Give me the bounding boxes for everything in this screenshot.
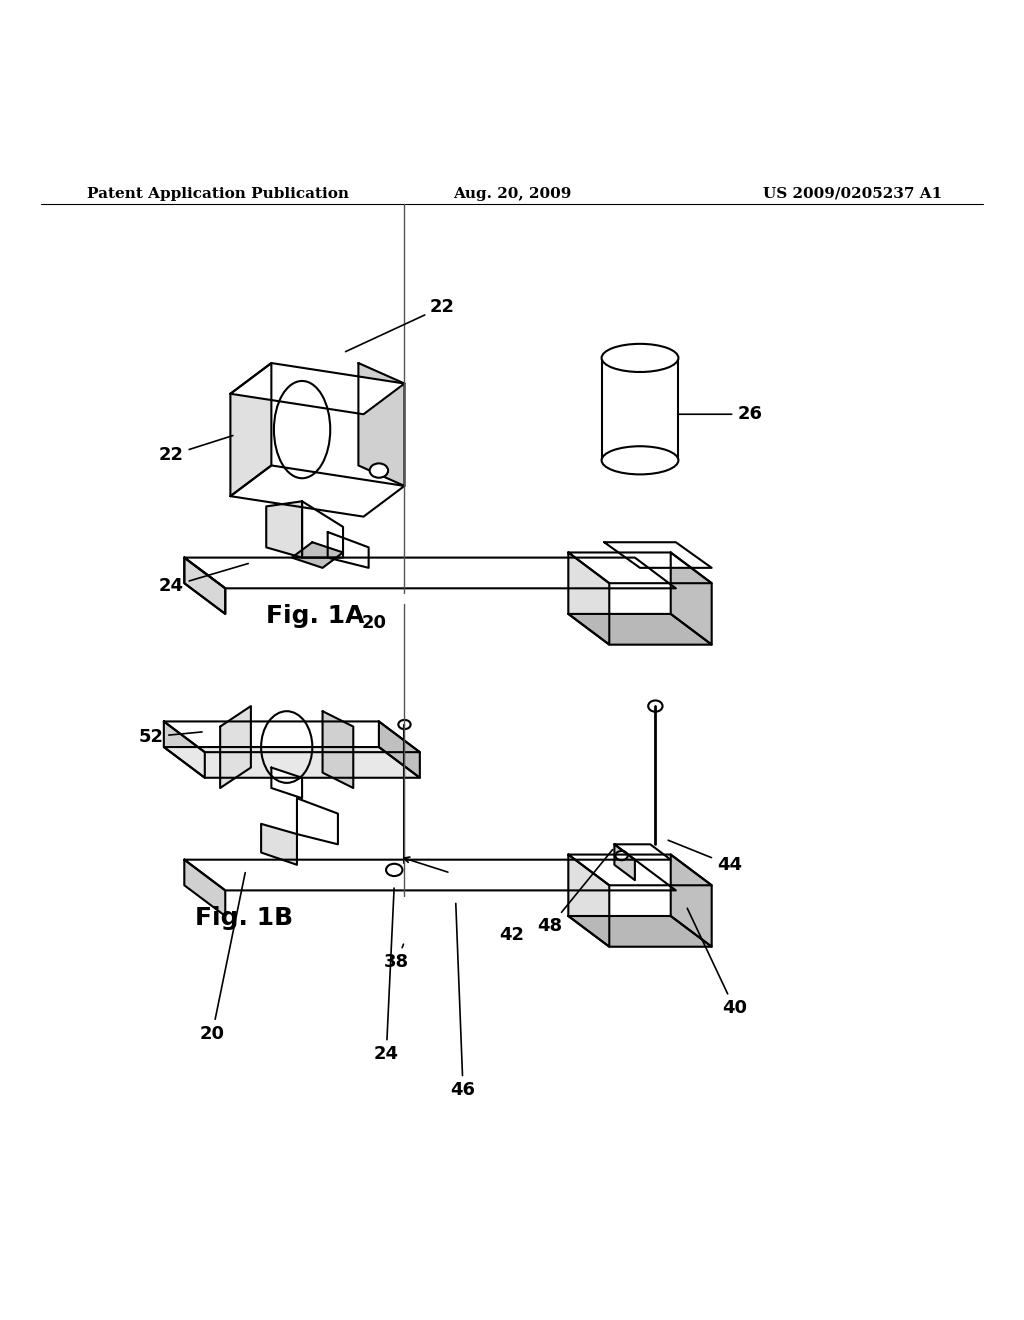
Text: 22: 22 xyxy=(159,436,232,465)
Ellipse shape xyxy=(602,446,679,474)
Ellipse shape xyxy=(615,851,628,861)
Text: 44: 44 xyxy=(669,841,741,874)
Polygon shape xyxy=(568,854,712,886)
Polygon shape xyxy=(671,553,712,644)
Polygon shape xyxy=(328,532,369,568)
Polygon shape xyxy=(614,845,671,859)
Text: Aug. 20, 2009: Aug. 20, 2009 xyxy=(453,187,571,201)
Polygon shape xyxy=(184,557,225,614)
Polygon shape xyxy=(271,767,302,799)
Polygon shape xyxy=(671,854,712,946)
Polygon shape xyxy=(164,722,205,777)
Polygon shape xyxy=(292,543,343,568)
Text: 22: 22 xyxy=(345,298,455,351)
Text: 38: 38 xyxy=(384,944,410,972)
Ellipse shape xyxy=(370,463,388,478)
Ellipse shape xyxy=(648,701,663,711)
Text: 20: 20 xyxy=(200,873,245,1043)
Text: 48: 48 xyxy=(538,850,612,936)
Polygon shape xyxy=(164,722,420,752)
Ellipse shape xyxy=(386,863,402,876)
Text: 20: 20 xyxy=(361,614,386,632)
Polygon shape xyxy=(220,706,251,788)
Text: 40: 40 xyxy=(687,908,746,1018)
Polygon shape xyxy=(261,824,297,865)
Text: Fig. 1B: Fig. 1B xyxy=(195,906,293,929)
Polygon shape xyxy=(568,854,609,946)
Polygon shape xyxy=(230,363,404,414)
Polygon shape xyxy=(568,553,609,644)
Text: 26: 26 xyxy=(679,405,762,424)
Polygon shape xyxy=(614,845,635,880)
Text: 24: 24 xyxy=(159,564,248,595)
Polygon shape xyxy=(184,557,225,614)
Polygon shape xyxy=(297,799,338,845)
Polygon shape xyxy=(266,502,302,557)
Ellipse shape xyxy=(398,719,411,729)
Polygon shape xyxy=(604,543,712,568)
Polygon shape xyxy=(184,557,676,589)
Polygon shape xyxy=(230,363,271,496)
Polygon shape xyxy=(358,363,404,486)
Polygon shape xyxy=(184,859,225,916)
Text: US 2009/0205237 A1: US 2009/0205237 A1 xyxy=(763,187,942,201)
Polygon shape xyxy=(568,553,712,583)
Polygon shape xyxy=(230,466,404,516)
Polygon shape xyxy=(302,502,343,557)
Polygon shape xyxy=(184,859,676,891)
Text: 52: 52 xyxy=(138,727,202,746)
Text: 46: 46 xyxy=(451,903,475,1100)
Polygon shape xyxy=(568,614,712,644)
Polygon shape xyxy=(164,747,420,777)
Text: 24: 24 xyxy=(374,888,398,1063)
Polygon shape xyxy=(568,916,712,946)
Ellipse shape xyxy=(602,343,679,372)
Polygon shape xyxy=(323,711,353,788)
Polygon shape xyxy=(379,722,420,777)
Text: Patent Application Publication: Patent Application Publication xyxy=(87,187,349,201)
Text: Fig. 1A: Fig. 1A xyxy=(266,603,365,628)
Text: 42: 42 xyxy=(500,927,524,944)
